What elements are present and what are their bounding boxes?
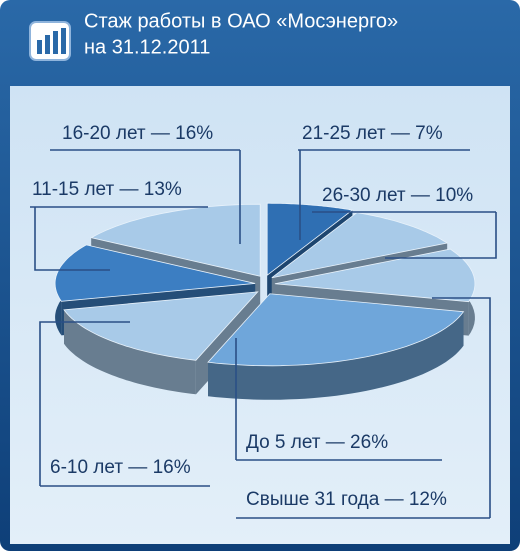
data-label: 11-15 лет — 13% xyxy=(32,179,182,200)
data-label: 26-30 лет — 10% xyxy=(322,185,473,206)
slice-top xyxy=(207,293,465,367)
slice-wall xyxy=(208,311,464,400)
data-label: До 5 лет — 26% xyxy=(246,432,388,453)
leader-line xyxy=(432,297,491,518)
chart-title: Стаж работы в ОАО «Мосэнерго» xyxy=(84,10,398,32)
slice-top xyxy=(90,203,261,277)
chart-subtitle: на 31.12.2011 xyxy=(84,36,210,58)
data-label: 21-25 лет — 7% xyxy=(302,123,443,144)
slice-top xyxy=(274,248,476,303)
data-label: 16-20 лет — 16% xyxy=(62,123,213,144)
leader-line xyxy=(385,212,497,259)
slice-top xyxy=(63,291,259,361)
slice xyxy=(207,293,465,400)
slice-wall xyxy=(64,309,196,395)
slice-top xyxy=(271,212,449,279)
data-label: 6-10 лет — 16% xyxy=(50,457,191,478)
slice-top xyxy=(54,244,256,302)
leader-line xyxy=(39,321,130,486)
slice-top xyxy=(266,202,354,277)
data-label: Свыше 31 года — 12% xyxy=(246,489,447,510)
labels: 21-25 лет — 7% 26-30 лет — 10% Свыше 31 го… xyxy=(30,123,497,519)
header-icon xyxy=(29,21,71,61)
leader-line xyxy=(34,207,110,271)
